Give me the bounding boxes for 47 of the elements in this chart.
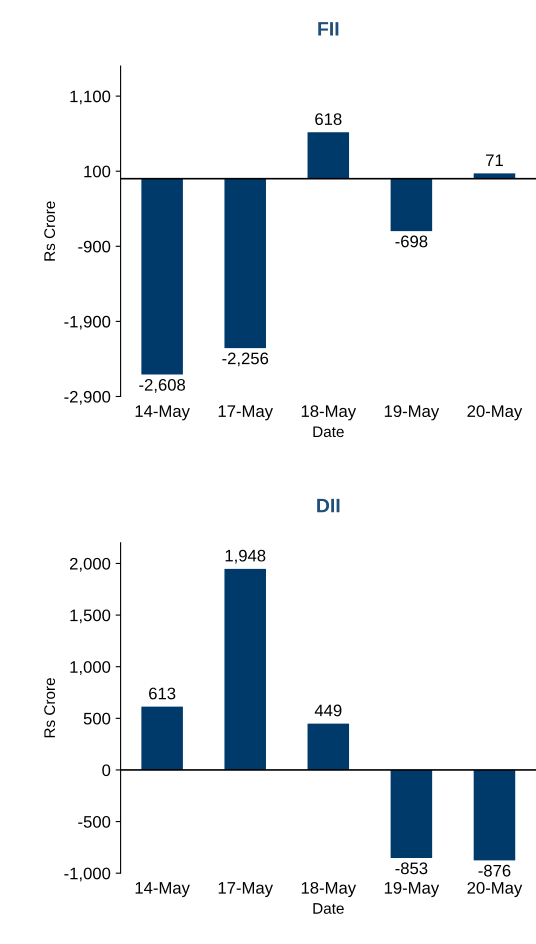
x-tick-label: 14-May [136,882,190,898]
bar [224,568,266,770]
data-label: -2,608 [139,378,186,393]
x-axis-title: Date [313,426,344,438]
data-label: 71 [486,154,503,166]
y-tick-label: -1,900 [64,316,110,330]
y-axis-title: Rs Crore [44,678,56,738]
y-tick-label: -500 [78,816,110,828]
chart-title: DII [317,498,340,512]
y-tick-label: 0 [102,764,110,776]
x-tick-label: 17-May [218,882,273,898]
y-axis-title: Rs Crore [44,201,56,261]
y-tick-label: 100 [84,166,110,178]
y-tick-label: 2,000 [70,558,110,572]
x-tick-label: 20-May [468,882,522,898]
x-tick-label: 20-May [468,405,522,420]
bar [141,706,183,770]
y-tick-label: 1,100 [70,90,110,104]
x-axis-title: Date [313,903,344,914]
chart-title: FII [318,22,338,36]
data-label: 1,948 [226,550,266,564]
bar [308,724,350,770]
y-tick-label: -2,900 [64,390,110,405]
bar [390,178,432,232]
bar [474,770,516,860]
data-label: -853 [395,862,428,874]
data-label: 618 [315,113,342,126]
data-label: -876 [478,864,510,877]
x-tick-label: 14-May [136,405,190,420]
data-label: -698 [395,236,428,248]
bar [308,132,350,179]
data-label: 449 [314,704,342,716]
y-tick-label: 1,000 [70,661,110,675]
bar [390,770,432,858]
bar [224,178,266,348]
data-label: 613 [149,688,176,700]
y-tick-label: 500 [84,712,110,725]
y-tick-label: -1,000 [64,868,110,882]
data-label: -2,256 [222,352,268,366]
x-tick-label: 19-May [384,882,440,898]
y-tick-label: 1,500 [70,609,110,624]
bar [141,178,183,375]
y-tick-label: -900 [78,240,110,252]
x-tick-label: 18-May [302,882,356,898]
x-tick-label: 17-May [218,405,273,420]
x-tick-label: 18-May [302,405,356,420]
x-tick-label: 19-May [384,405,440,420]
